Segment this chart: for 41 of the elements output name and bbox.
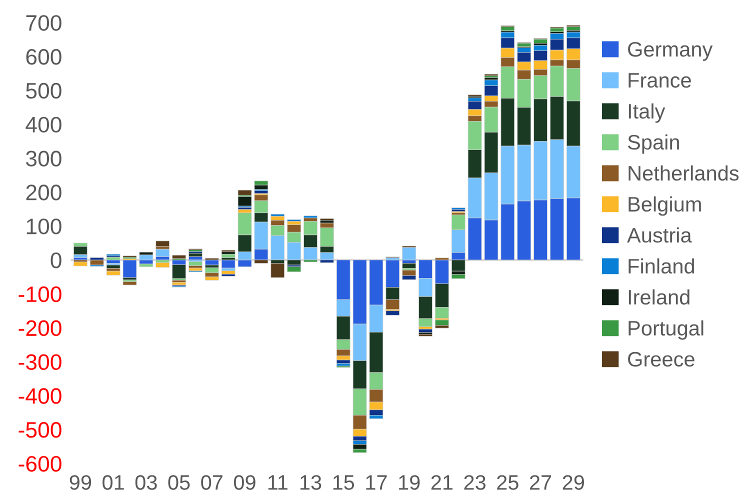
y-tick-label: 300 bbox=[26, 150, 62, 166]
y-tick-label: 500 bbox=[26, 82, 62, 99]
legend-label: Italy bbox=[628, 103, 666, 123]
legend-label: Belgium bbox=[628, 196, 701, 216]
legend-label: France bbox=[628, 73, 691, 88]
x-tick-label: 21 bbox=[431, 475, 453, 490]
x-tick-label: 25 bbox=[497, 475, 518, 490]
x-tick-label: 29 bbox=[562, 475, 584, 490]
y-tick-label: 0 bbox=[50, 252, 62, 268]
y-tick-label: -100 bbox=[18, 286, 62, 302]
y-tick-label: -400 bbox=[18, 388, 62, 404]
legend-label: Germany bbox=[628, 42, 713, 61]
x-tick-label: 09 bbox=[234, 475, 256, 490]
x-tick-label: 99 bbox=[70, 475, 92, 490]
legend-label: Portugal bbox=[628, 320, 704, 340]
x-tick-label: 27 bbox=[530, 475, 552, 490]
x-tick-label: 03 bbox=[135, 475, 157, 490]
x-tick-label: 23 bbox=[464, 475, 486, 490]
x-tick-label: 15 bbox=[333, 475, 354, 490]
y-tick-label: 100 bbox=[26, 218, 62, 234]
legend-label: Austria bbox=[627, 227, 692, 243]
x-tick-label: 01 bbox=[102, 475, 124, 490]
y-tick-label: 700 bbox=[26, 15, 62, 31]
y-tick-label: -200 bbox=[18, 320, 62, 336]
legend-label: Netherlands bbox=[628, 165, 739, 181]
legend-label: Spain bbox=[628, 134, 679, 154]
y-tick-label: -500 bbox=[18, 422, 62, 438]
x-tick-label: 17 bbox=[366, 475, 387, 490]
legend-label: Ireland bbox=[628, 289, 690, 305]
y-tick-label: -600 bbox=[18, 456, 62, 472]
x-tick-label: 19 bbox=[399, 475, 420, 490]
x-tick-label: 05 bbox=[168, 475, 190, 490]
x-tick-label: 07 bbox=[201, 475, 222, 490]
x-tick-label: 11 bbox=[268, 475, 288, 490]
legend-label: Greece bbox=[628, 352, 694, 367]
x-tick-label: 13 bbox=[300, 475, 322, 490]
y-tick-label: 400 bbox=[26, 116, 62, 133]
y-tick-label: -300 bbox=[18, 354, 62, 370]
y-tick-label: 600 bbox=[26, 48, 62, 65]
y-tick-label: 200 bbox=[26, 184, 62, 200]
legend-label: Finland bbox=[628, 258, 694, 274]
